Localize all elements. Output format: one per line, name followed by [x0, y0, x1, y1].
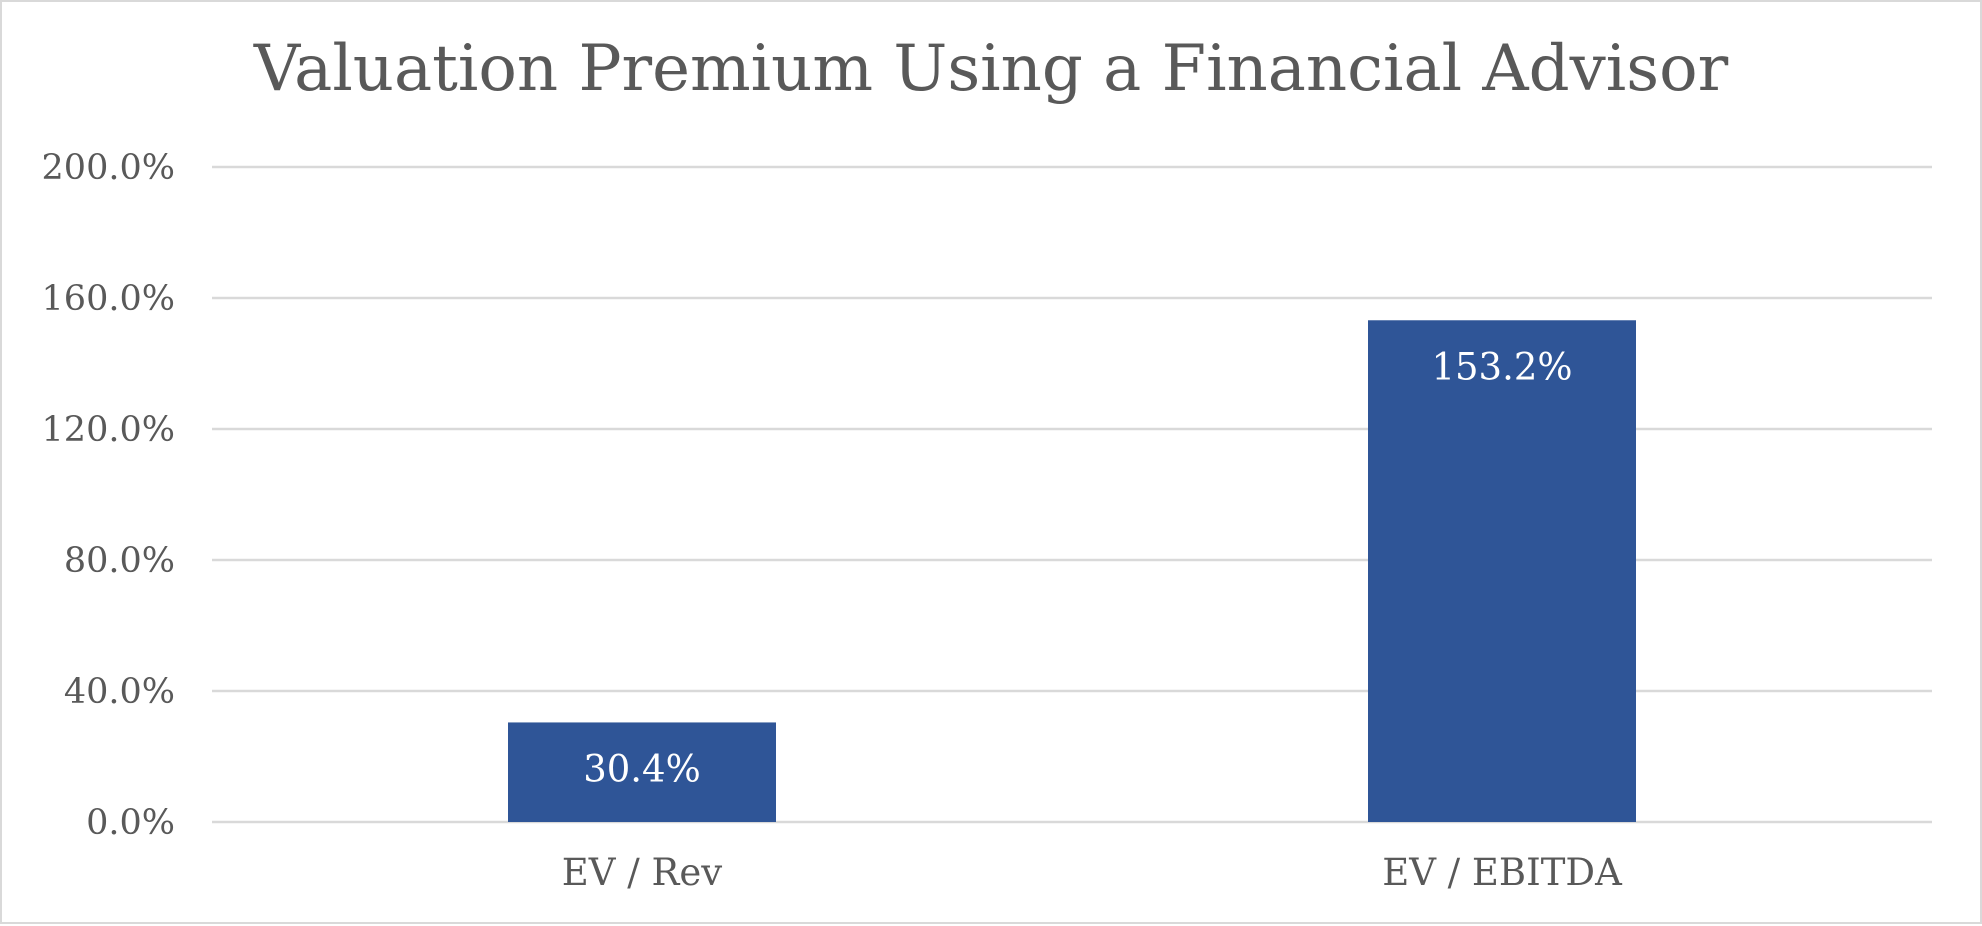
- data-label: 30.4%: [583, 747, 701, 790]
- data-label: 153.2%: [1431, 345, 1572, 388]
- y-tick-label: 200.0%: [42, 148, 175, 188]
- data-labels: 30.4% 153.2%: [583, 345, 1572, 790]
- bar: [508, 722, 776, 822]
- bars: [508, 320, 1636, 822]
- chart-title: Valuation Premium Using a Financial Advi…: [253, 32, 1729, 106]
- x-axis-categories: EV / Rev EV / EBITDA: [562, 851, 1623, 894]
- y-tick-label: 160.0%: [42, 279, 175, 319]
- y-tick-label: 80.0%: [64, 541, 175, 581]
- y-axis-ticks: 0.0% 40.0% 80.0% 120.0% 160.0% 200.0%: [42, 148, 175, 843]
- bar: [1368, 320, 1636, 822]
- grid-lines: [212, 165, 1932, 824]
- category-label: EV / Rev: [562, 851, 722, 894]
- category-label: EV / EBITDA: [1382, 851, 1623, 894]
- y-tick-label: 120.0%: [42, 410, 175, 450]
- y-tick-label: 0.0%: [86, 803, 175, 843]
- y-tick-label: 40.0%: [64, 672, 175, 712]
